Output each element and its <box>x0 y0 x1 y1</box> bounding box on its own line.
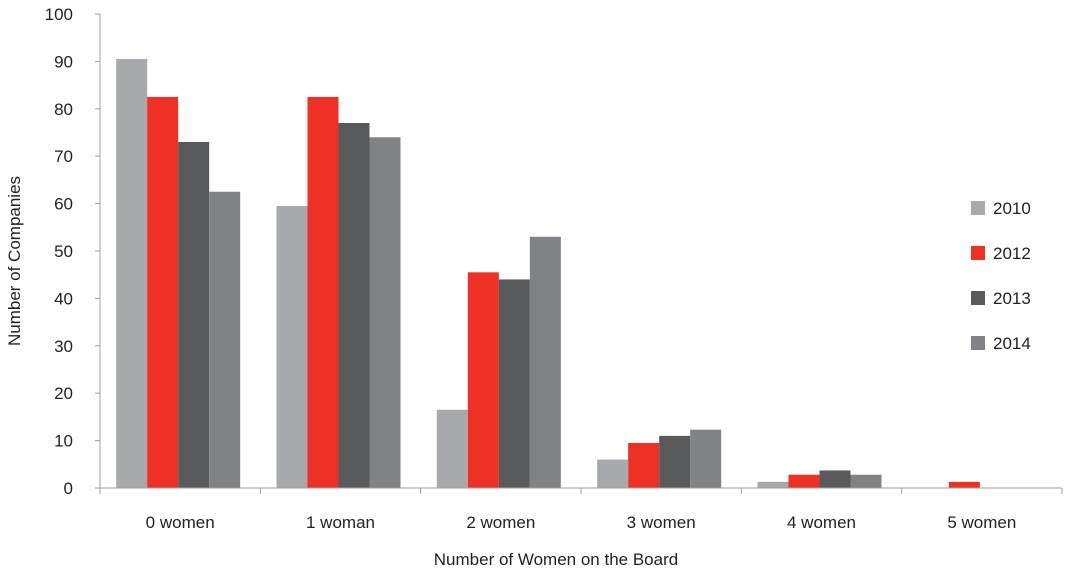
bar-2012-5-women <box>948 481 980 488</box>
x-tick-label: 2 women <box>466 513 535 532</box>
legend-swatch-2013 <box>971 291 985 305</box>
y-tick-label: 90 <box>54 52 73 71</box>
bar-2012-3-women <box>628 442 660 488</box>
legend-swatch-2014 <box>971 336 985 350</box>
x-tick-label: 3 women <box>627 513 696 532</box>
bar-2012-2-women <box>467 272 499 488</box>
y-axis-ticks: 0 10 20 30 40 50 60 70 80 90 100 <box>45 5 100 498</box>
y-tick-label: 50 <box>54 242 73 261</box>
y-tick-label: 100 <box>45 5 73 24</box>
bar-2013-4-women <box>819 470 851 488</box>
bar-2013-0-women <box>178 141 210 489</box>
bar-2012-0-women <box>147 96 179 488</box>
y-axis-title: Number of Companies <box>5 176 24 346</box>
y-tick-label: 10 <box>54 432 73 451</box>
bar-2012-4-women <box>788 474 820 488</box>
y-tick-label: 30 <box>54 337 73 356</box>
legend-swatch-2010 <box>971 201 985 215</box>
bar-2010-2-women <box>436 409 468 488</box>
bar-2010-0-women <box>116 59 148 488</box>
y-tick-label: 0 <box>64 479 73 498</box>
x-axis-title: Number of Women on the Board <box>434 550 678 569</box>
bar-2014-0-women <box>209 191 241 488</box>
y-tick-label: 20 <box>54 384 73 403</box>
bar-2014-2-women <box>529 236 561 488</box>
bar-2010-1-woman <box>276 205 308 488</box>
x-tick-label: 0 women <box>146 513 215 532</box>
legend-label-2012: 2012 <box>993 244 1031 263</box>
bar-2013-3-women <box>659 435 691 488</box>
legend-label-2010: 2010 <box>993 199 1031 218</box>
bar-2014-3-women <box>690 429 722 488</box>
bars <box>116 59 980 489</box>
legend-label-2014: 2014 <box>993 334 1031 353</box>
x-tick-label: 4 women <box>787 513 856 532</box>
legend: 2010 2012 2013 2014 <box>971 199 1031 353</box>
x-axis-tick-labels: 0 women 1 woman 2 women 3 women 4 women 5 wom… <box>146 513 1017 532</box>
y-tick-label: 80 <box>54 100 73 119</box>
bar-2014-1-woman <box>369 137 401 489</box>
bar-2010-3-women <box>597 459 629 488</box>
y-tick-label: 40 <box>54 289 73 308</box>
legend-swatch-2012 <box>971 246 985 260</box>
bar-2013-1-woman <box>338 123 370 489</box>
bar-2014-4-women <box>850 474 882 488</box>
legend-label-2013: 2013 <box>993 289 1031 308</box>
bar-2010-4-women <box>757 481 789 488</box>
y-tick-label: 60 <box>54 195 73 214</box>
x-tick-label: 1 woman <box>306 513 375 532</box>
y-tick-label: 70 <box>54 147 73 166</box>
x-axis-ticks <box>99 488 1063 494</box>
bar-2012-1-woman <box>307 96 339 488</box>
x-tick-label: 5 women <box>947 513 1016 532</box>
bar-2013-2-women <box>498 279 530 488</box>
